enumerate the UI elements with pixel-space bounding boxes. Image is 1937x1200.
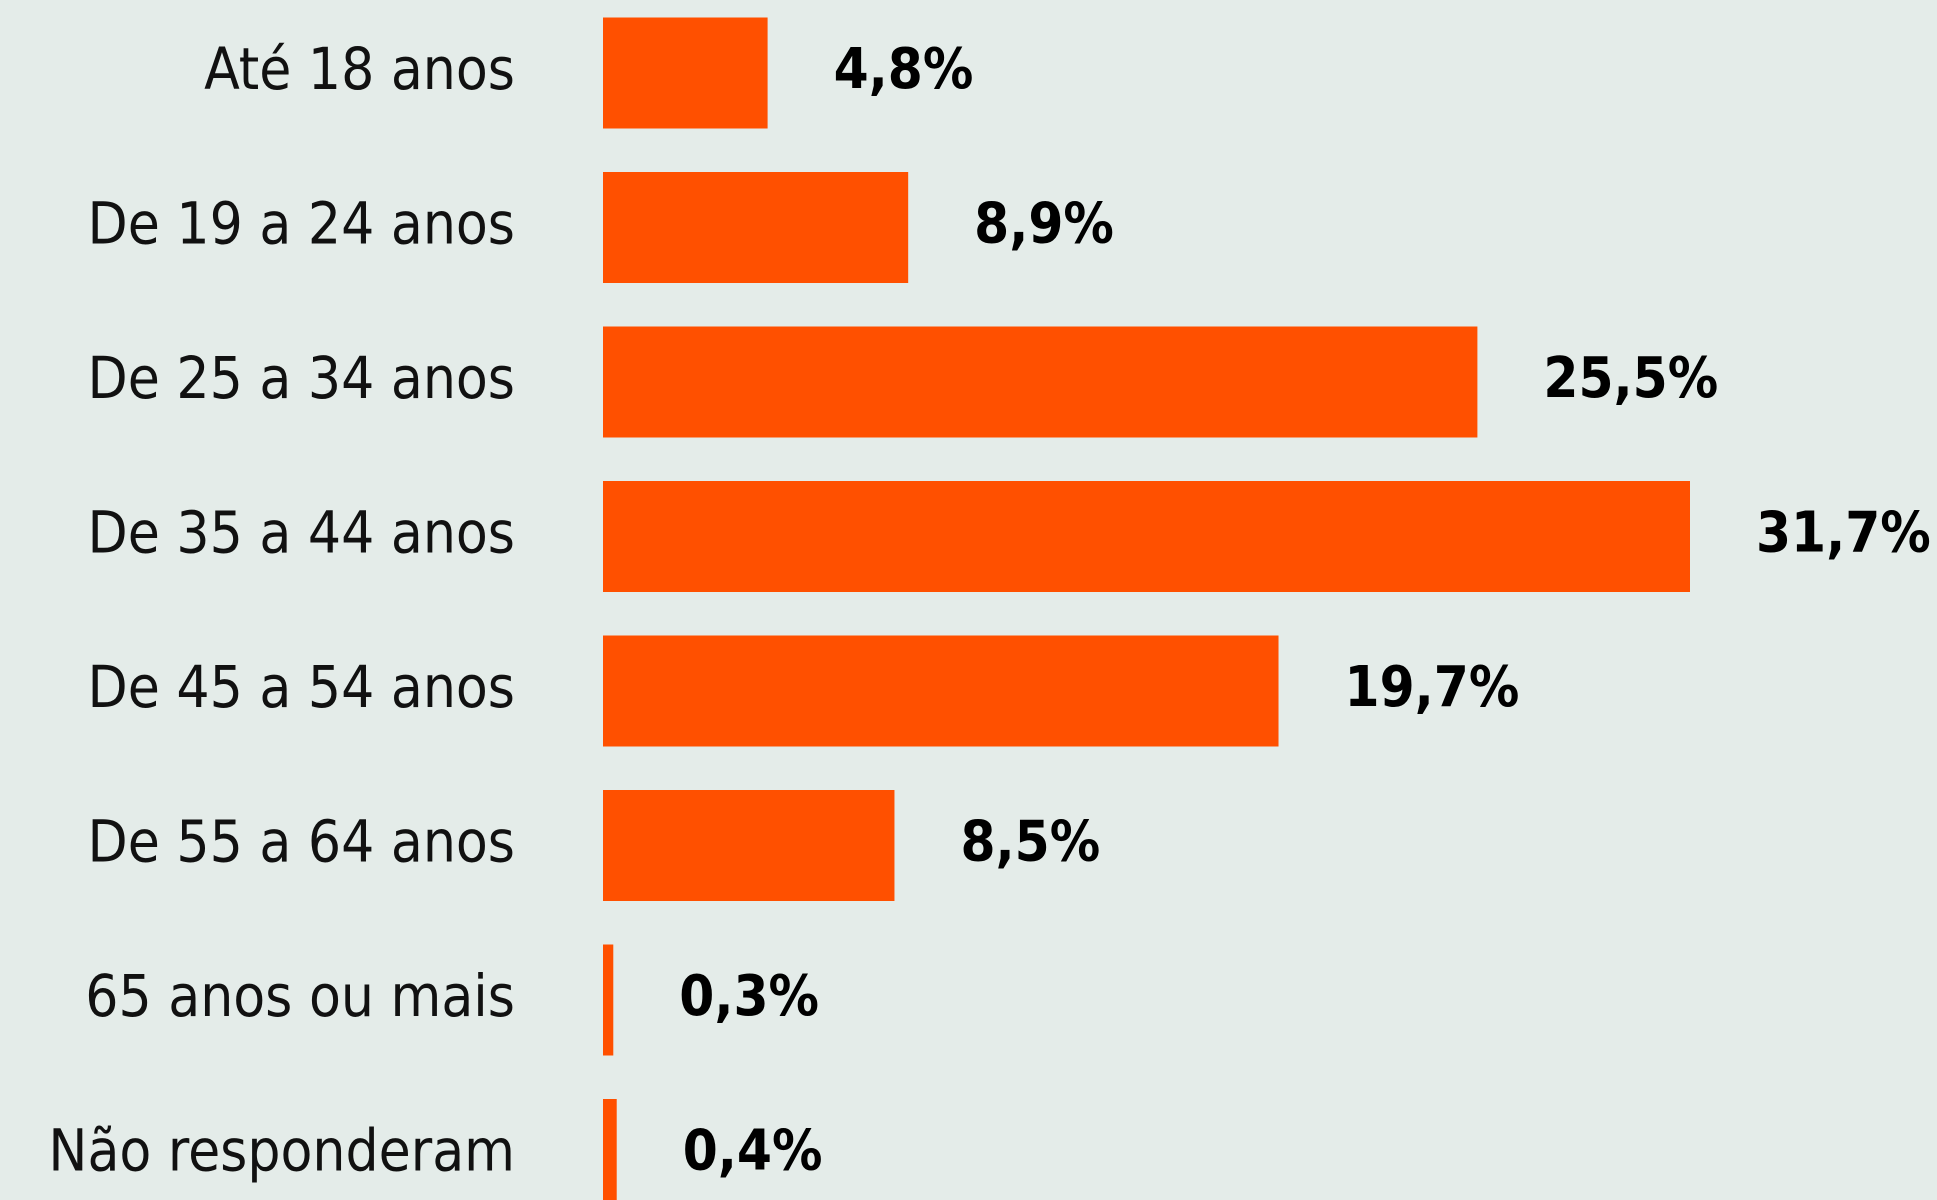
category-label: De 35 a 44 anos — [88, 499, 515, 567]
bar — [603, 635, 1279, 747]
value-label: 25,5% — [1543, 346, 1718, 411]
value-label: 8,5% — [960, 810, 1100, 875]
value-label: 8,9% — [974, 192, 1114, 257]
category-label: 65 anos ou mais — [85, 962, 515, 1030]
category-label: De 45 a 54 anos — [88, 653, 515, 721]
bar — [603, 1099, 617, 1200]
value-label: 0,3% — [679, 964, 819, 1029]
category-label: De 19 a 24 anos — [88, 190, 515, 258]
bar — [603, 944, 614, 1056]
category-label: De 25 a 34 anos — [88, 344, 515, 412]
value-label: 19,7% — [1345, 655, 1520, 720]
bar — [603, 172, 909, 283]
value-label: 0,4% — [683, 1119, 823, 1184]
bar — [603, 481, 1690, 592]
category-label: Até 18 anos — [204, 35, 515, 103]
value-label: 4,8% — [834, 37, 974, 102]
category-label: Não responderam — [48, 1117, 515, 1185]
bar — [603, 790, 895, 901]
value-label: 31,7% — [1756, 501, 1931, 566]
bar — [603, 17, 768, 129]
category-label: De 55 a 64 anos — [88, 808, 515, 876]
bar — [603, 326, 1478, 438]
